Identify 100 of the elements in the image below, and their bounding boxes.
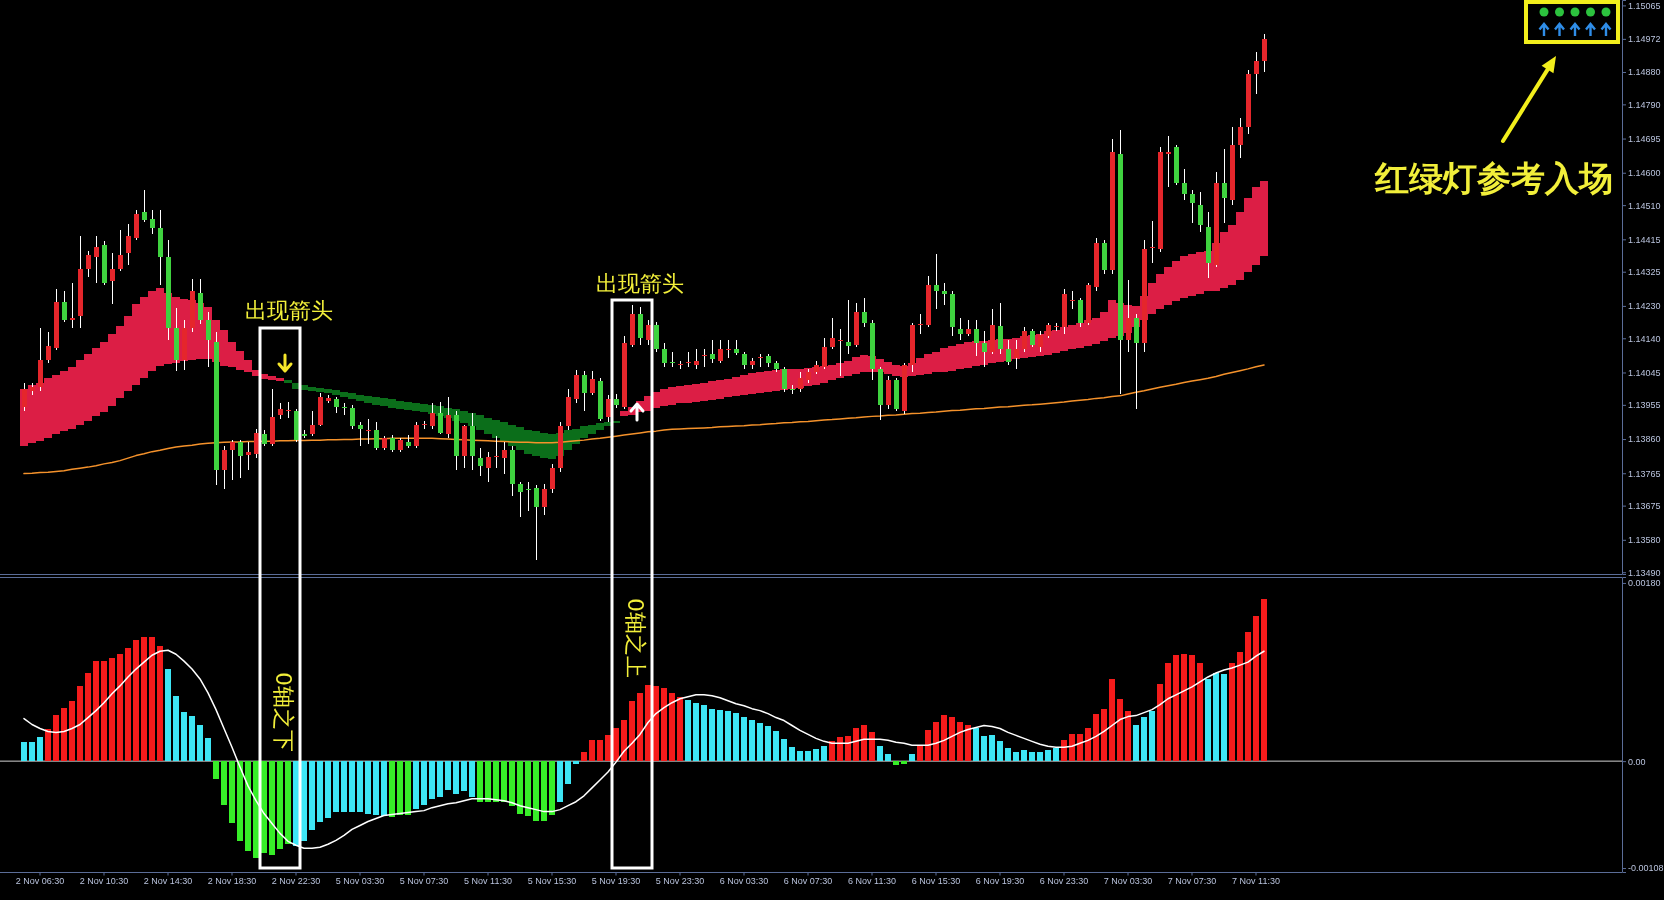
candlestick [918, 313, 923, 335]
bar [573, 761, 579, 765]
bar [1093, 713, 1099, 762]
bar [213, 761, 219, 779]
bar [765, 726, 771, 762]
candlestick [718, 339, 723, 364]
bar [493, 761, 499, 802]
candlestick [670, 351, 675, 368]
y-tick-label: 1.14880 [1628, 67, 1661, 78]
bar [933, 721, 939, 762]
y-tick-label: 1.14325 [1628, 267, 1661, 278]
bar [77, 685, 83, 762]
candlestick [238, 439, 243, 479]
x-tick-label: 5 Nov 23:30 [655, 875, 705, 886]
y-tick-label: 1.13860 [1628, 434, 1661, 445]
candlestick [286, 401, 291, 419]
y-tick-label: 1.13490 [1628, 567, 1661, 578]
bar [581, 752, 587, 762]
bar [429, 761, 435, 799]
bar [629, 700, 635, 762]
x-tick-label: 6 Nov 07:30 [783, 875, 833, 886]
bar [661, 687, 667, 762]
bar [541, 761, 547, 821]
annotation: 0轴之上 [623, 598, 649, 678]
bar [221, 761, 227, 805]
annotation: 0轴之下 [271, 672, 297, 752]
candlestick [142, 189, 147, 223]
candlestick [590, 370, 595, 396]
y-tick-label: 1.14140 [1628, 333, 1661, 344]
bar [709, 708, 715, 762]
bar [405, 761, 411, 815]
bar [29, 742, 35, 762]
bar [125, 648, 131, 762]
candlestick [1070, 291, 1075, 310]
candlestick [94, 235, 99, 284]
bar [1189, 655, 1195, 762]
candlestick [126, 223, 131, 266]
bar [965, 724, 971, 762]
y-tick-label: -0.00108 [1628, 863, 1664, 874]
annotation: 出现箭头 [245, 297, 333, 323]
y-tick-label: 1.13765 [1628, 468, 1661, 479]
bar [397, 761, 403, 815]
bar [733, 712, 739, 762]
y-tick-label: 1.14045 [1628, 367, 1661, 378]
bar [133, 640, 139, 762]
bar [829, 741, 835, 762]
bar [1077, 734, 1083, 762]
bar [837, 737, 843, 762]
bar [1165, 663, 1171, 762]
bar [229, 761, 235, 824]
bar [1101, 708, 1107, 762]
bar [293, 761, 299, 847]
bar [421, 761, 427, 805]
bar [245, 761, 251, 852]
bar [757, 722, 763, 762]
candlestick [246, 441, 251, 471]
bar [269, 761, 275, 856]
candlestick [1038, 330, 1043, 353]
candlestick [830, 317, 835, 350]
bar [717, 709, 723, 762]
candlestick [342, 402, 347, 416]
bar [45, 729, 51, 762]
bar [813, 749, 819, 762]
candlestick [350, 404, 355, 430]
bar [141, 637, 147, 762]
bar [621, 719, 627, 762]
candlestick [542, 483, 547, 516]
candlestick [942, 282, 947, 306]
bar [501, 761, 507, 802]
bar [853, 728, 859, 762]
candlestick [702, 348, 707, 368]
bar [1069, 734, 1075, 762]
candlestick [694, 348, 699, 370]
x-tick-label: 6 Nov 23:30 [1039, 875, 1089, 886]
candlestick [230, 439, 235, 481]
bar [325, 761, 331, 818]
bar [461, 761, 467, 791]
y-tick-label: 0.00 [1628, 756, 1646, 767]
bar [989, 735, 995, 762]
bar [549, 761, 555, 815]
bar [1229, 663, 1235, 762]
bar [565, 761, 571, 784]
bar [349, 761, 355, 812]
candlestick [358, 421, 363, 447]
y-tick-label: 1.13580 [1628, 535, 1661, 546]
bar [557, 761, 563, 802]
bar [365, 761, 371, 814]
candlestick [1238, 117, 1243, 159]
candlestick [1254, 51, 1259, 95]
bar [645, 684, 651, 762]
bar [957, 721, 963, 762]
bar [1029, 752, 1035, 762]
x-tick-label: 7 Nov 03:30 [1103, 875, 1153, 886]
bar [877, 746, 883, 762]
bar [53, 714, 59, 762]
candlestick [110, 252, 115, 305]
y-tick-label: 1.14230 [1628, 301, 1661, 312]
bar [1205, 678, 1211, 762]
bar [1213, 673, 1219, 762]
bar [1013, 752, 1019, 762]
